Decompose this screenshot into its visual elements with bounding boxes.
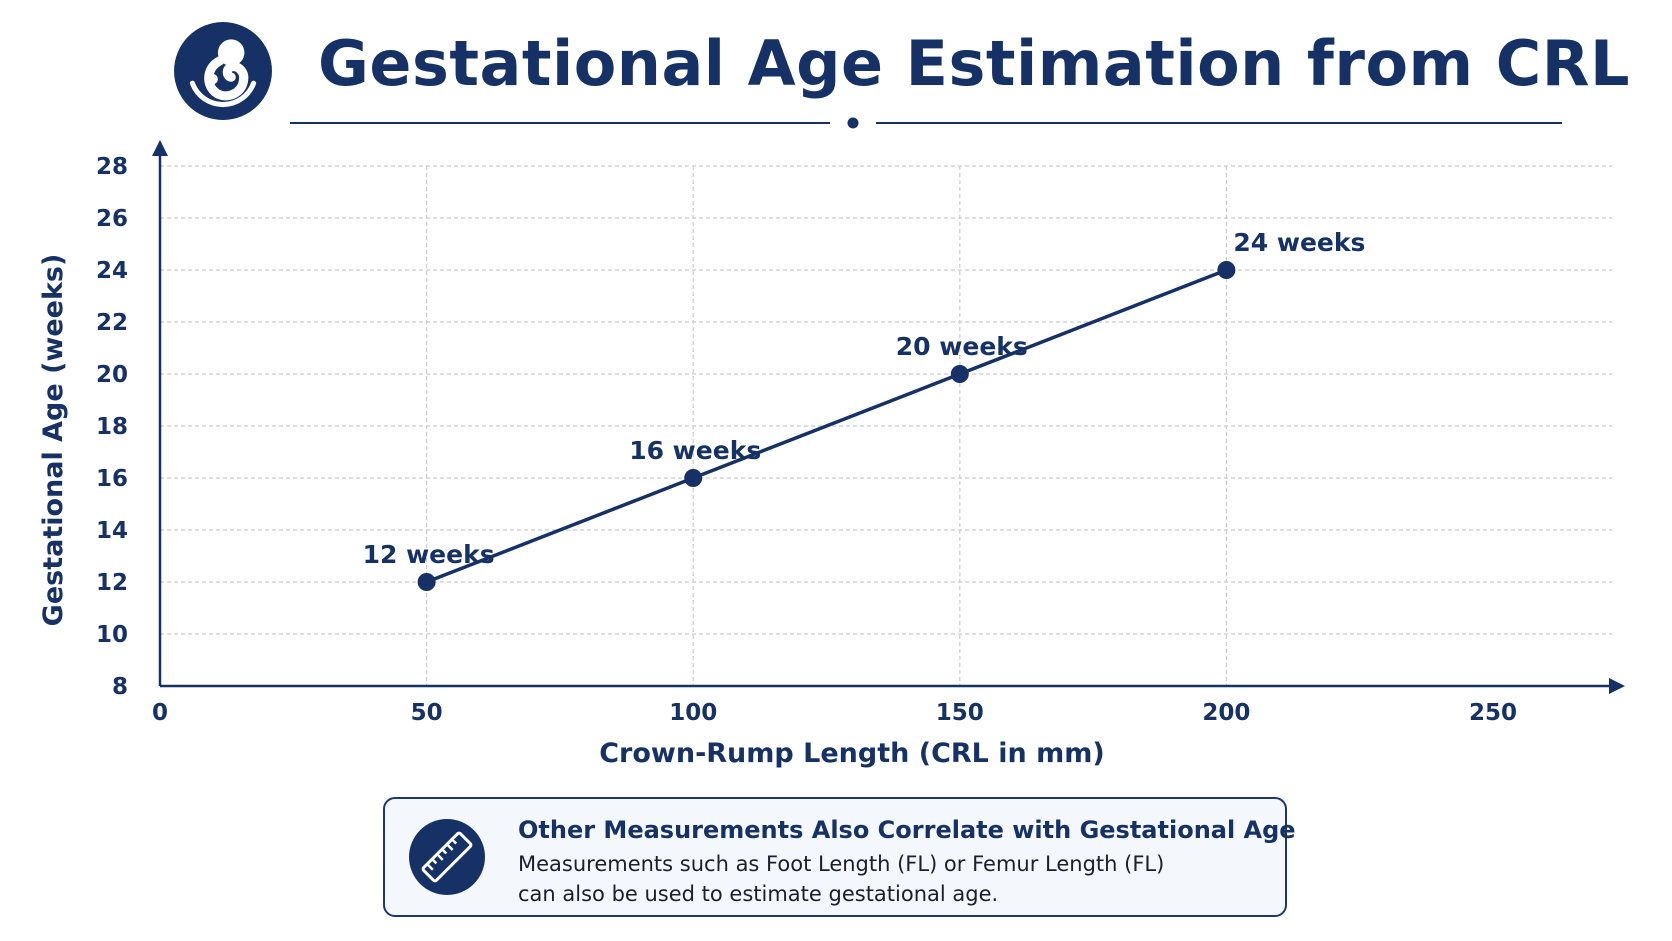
x-tick-labels: 0 50 100 150 200 250	[152, 700, 1517, 726]
title-divider	[290, 117, 1562, 129]
note-heading: Other Measurements Also Correlate with G…	[518, 816, 1296, 844]
y-tick-label-7: 22	[96, 310, 128, 336]
note-body: Measurements such as Foot Length (FL) or…	[518, 849, 1258, 909]
data-label-3: 24 weeks	[1233, 228, 1365, 257]
axes	[152, 140, 1625, 694]
grid	[160, 165, 1612, 686]
data-label-0: 12 weeks	[363, 540, 495, 569]
data-label-1: 16 weeks	[629, 436, 761, 465]
y-tick-label-2: 12	[96, 570, 128, 596]
y-axis-arrow	[152, 140, 168, 156]
series: 12 weeks 16 weeks 20 weeks 24 weeks	[363, 228, 1365, 591]
page-title: Gestational Age Estimation from CRL	[318, 27, 1630, 100]
y-tick-label-9: 26	[96, 206, 128, 232]
y-tick-labels: 8 10 12 14 16 18 20 22 24 26 28	[96, 154, 128, 700]
header: Gestational Age Estimation from CRL	[0, 0, 1672, 140]
x-tick-label-4: 200	[1202, 700, 1250, 726]
y-tick-label-5: 18	[96, 414, 128, 440]
data-point-3	[1217, 261, 1236, 279]
x-tick-label-2: 100	[669, 700, 717, 726]
ruler-icon	[409, 819, 485, 895]
x-tick-label-3: 150	[936, 700, 984, 726]
x-tick-label-1: 50	[411, 700, 443, 726]
y-tick-label-10: 28	[96, 154, 128, 180]
data-point-0	[417, 573, 436, 591]
y-axis-title: Gestational Age (weeks)	[38, 254, 69, 627]
data-label-2: 20 weeks	[896, 332, 1028, 361]
x-axis-title: Crown-Rump Length (CRL in mm)	[599, 738, 1105, 769]
chart: 0 50 100 150 200 250 8 10 12 14 16 18 20 22 24 26 28 Cr…	[38, 140, 1625, 769]
info-note: Other Measurements Also Correlate with G…	[383, 797, 1296, 917]
y-tick-label-6: 20	[96, 362, 128, 388]
series-line-0	[425, 268, 1228, 584]
y-tick-label-0: 8	[112, 674, 128, 700]
data-point-2	[950, 365, 969, 383]
x-tick-label-0: 0	[152, 700, 168, 726]
note-body-line-1: Measurements such as Foot Length (FL) or…	[518, 852, 1165, 876]
data-point-1	[684, 469, 703, 487]
note-body-line-2: can also be used to estimate gestational…	[518, 882, 999, 906]
y-tick-label-4: 16	[96, 466, 128, 492]
y-tick-label-1: 10	[96, 622, 128, 648]
y-tick-label-8: 24	[96, 258, 128, 284]
x-axis-arrow	[1609, 678, 1625, 694]
x-tick-label-5: 250	[1469, 700, 1517, 726]
fetus-icon	[174, 22, 272, 120]
y-tick-label-3: 14	[96, 518, 128, 544]
